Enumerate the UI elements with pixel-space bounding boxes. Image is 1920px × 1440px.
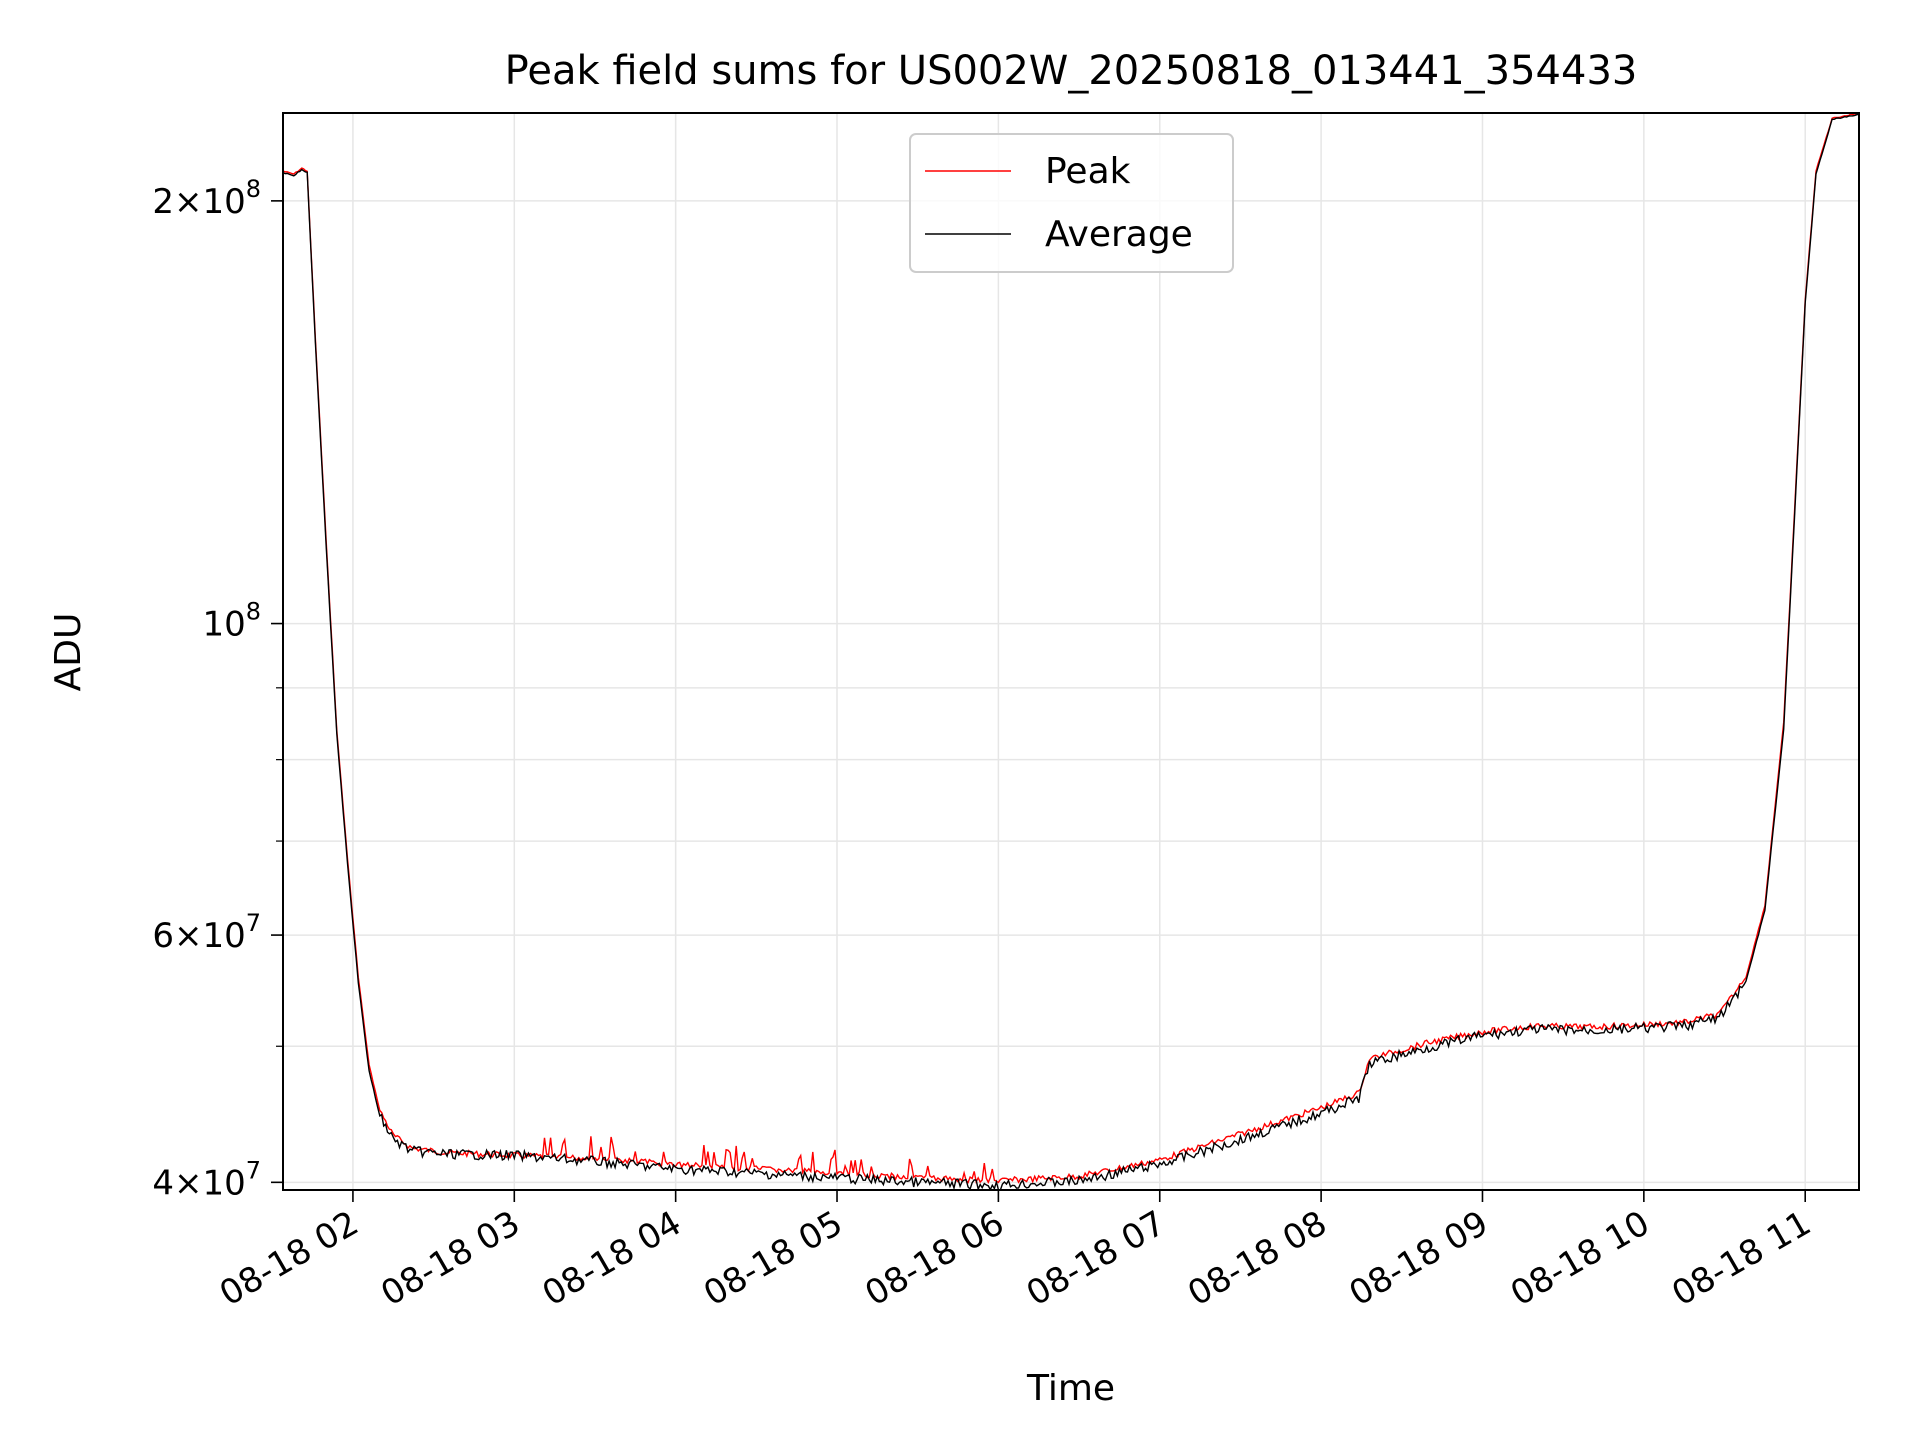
x-axis-label: Time [1026, 1368, 1115, 1409]
y-tick-label-exponent: 8 [246, 175, 261, 203]
legend-label-average: Average [1045, 214, 1193, 255]
y-tick-label-base: 4×10 [152, 1163, 245, 1203]
series-layer [283, 113, 1859, 1190]
legend: Peak Average [909, 133, 1234, 273]
legend-label-peak: Peak [1045, 151, 1131, 192]
y-tick-label-exponent: 7 [246, 909, 261, 937]
y-tick-label-exponent: 7 [246, 1156, 261, 1184]
y-tick-label-base: 6×10 [152, 916, 245, 956]
y-tick-label: 108 [202, 598, 261, 645]
y-tick-label: 4×107 [152, 1156, 261, 1203]
chart-title: Peak field sums for US002W_20250818_0134… [505, 48, 1638, 94]
legend-box [909, 133, 1234, 273]
y-tick-label: 2×108 [152, 175, 261, 222]
y-tick-label: 6×107 [152, 909, 261, 956]
plot-frame [282, 112, 1860, 1191]
y-tick-label-base: 10 [202, 605, 245, 645]
series-line-average [283, 113, 1859, 1190]
y-tick-label-base: 2×10 [152, 182, 245, 222]
series-line-peak [283, 113, 1859, 1184]
y-axis-label: ADU [48, 613, 89, 692]
y-tick-label-exponent: 8 [246, 598, 261, 626]
